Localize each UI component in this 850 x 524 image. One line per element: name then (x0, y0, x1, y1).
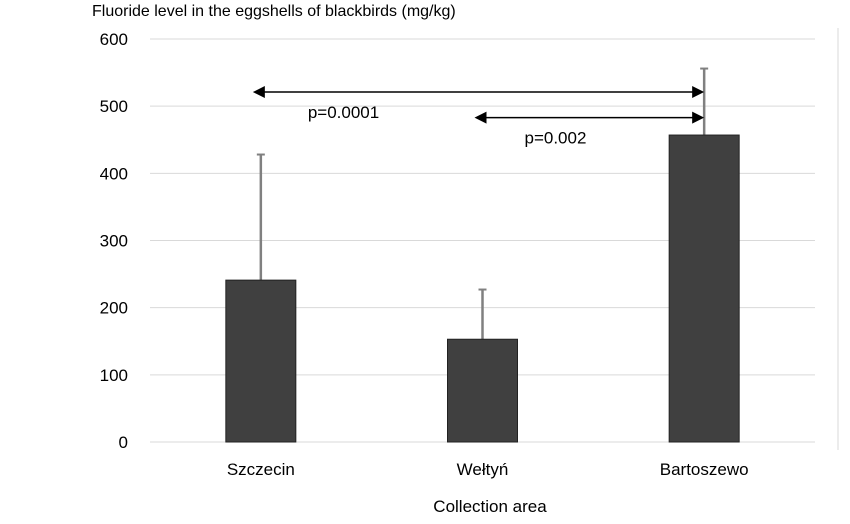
annotation-label-0: p=0.0001 (308, 103, 379, 122)
y-tick-400: 400 (100, 164, 128, 183)
y-tick-100: 100 (100, 366, 128, 385)
annotation-label-1: p=0.002 (525, 129, 587, 148)
category-label-2: Bartoszewo (660, 460, 749, 479)
x-axis-label: Collection area (433, 497, 547, 516)
category-labels: Szczecin Wełtyń Bartoszewo (227, 460, 749, 479)
category-label-0: Szczecin (227, 460, 295, 479)
y-tick-0: 0 (119, 433, 128, 452)
annotation-arrowhead-right-1 (692, 111, 705, 124)
y-tick-300: 300 (100, 232, 128, 251)
y-tick-500: 500 (100, 97, 128, 116)
category-label-1: Wełtyń (457, 460, 509, 479)
y-tick-200: 200 (100, 299, 128, 318)
y-axis-label: Fluoride level in the eggshells of black… (92, 3, 456, 20)
error-bars (256, 67, 709, 340)
annotation-arrowhead-left-0 (252, 86, 265, 99)
bar-2 (668, 134, 740, 443)
significance-annotations: p=0.0001 p=0.002 (252, 86, 705, 148)
annotation-arrowhead-right-0 (692, 86, 705, 99)
bar-0 (225, 279, 297, 443)
y-tick-600: 600 (100, 30, 128, 49)
bars (225, 134, 740, 443)
annotation-arrowhead-left-1 (474, 111, 487, 124)
bar-1 (447, 338, 518, 443)
y-tick-labels: 0 100 200 300 400 500 600 (100, 30, 128, 452)
